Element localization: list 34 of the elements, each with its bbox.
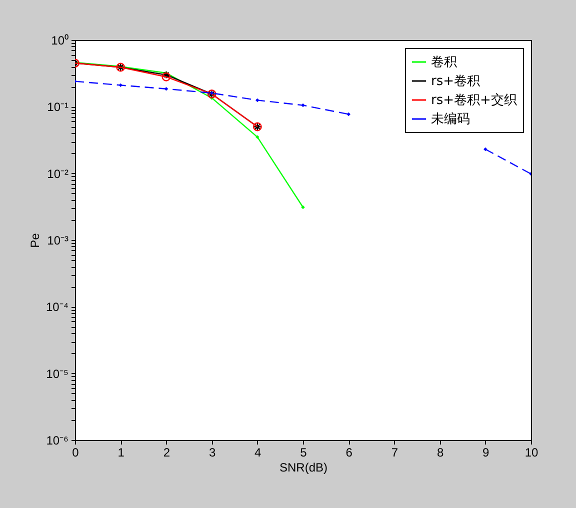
x-tick-label: 5	[300, 446, 308, 460]
y-tick-label: 10⁰	[51, 34, 68, 48]
point	[118, 83, 122, 88]
y-tick-label: 10⁻¹	[47, 100, 69, 114]
x-tick-label: 2	[163, 446, 170, 460]
x-tick-label: 3	[208, 446, 216, 460]
legend-label: rs+卷积+交织	[431, 92, 517, 108]
point	[301, 205, 305, 210]
x-tick-label: 1	[118, 446, 125, 460]
x-tick-label: 8	[436, 446, 444, 460]
y-tick-label: 10⁻⁴	[46, 300, 68, 314]
x-tick-label: 10	[524, 446, 538, 460]
y-tick-label: 10⁻²	[47, 166, 69, 181]
point	[346, 112, 350, 116]
point	[164, 86, 168, 91]
y-tick-label: 10⁻⁵	[46, 366, 69, 381]
point	[256, 98, 260, 102]
point	[162, 70, 170, 79]
legend-label: rs+卷积	[431, 74, 480, 89]
x-tick-label: 7	[391, 446, 398, 460]
y-tick-label: 10⁻³	[47, 234, 69, 248]
legend-label: 卷积	[431, 55, 457, 70]
point	[256, 135, 260, 139]
point	[162, 72, 171, 82]
y-axis-title: Pe	[28, 232, 42, 248]
x-axis-title: SNR(dB)	[279, 460, 328, 474]
point	[484, 147, 488, 152]
x-tick-label: 6	[346, 446, 353, 460]
x-tick-label: 0	[72, 446, 80, 460]
x-tick-label: 9	[482, 446, 490, 460]
legend-label: 未编码	[431, 112, 470, 127]
x-tick-label: 4	[254, 446, 262, 460]
point	[301, 103, 305, 108]
y-tick-label: 10⁻⁶	[46, 434, 69, 448]
